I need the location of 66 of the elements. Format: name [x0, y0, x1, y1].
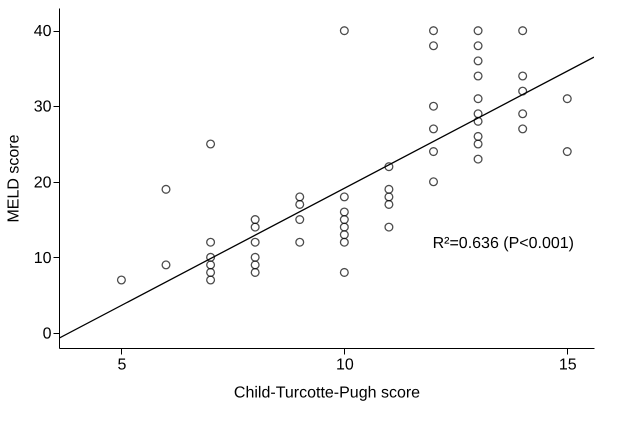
point	[518, 71, 528, 81]
y-tick-label: 10	[34, 250, 52, 267]
point	[340, 192, 349, 202]
point	[340, 207, 349, 217]
point	[161, 260, 171, 270]
point	[340, 230, 349, 240]
point	[384, 222, 394, 232]
point	[474, 94, 483, 104]
point	[518, 109, 528, 118]
point	[206, 275, 216, 285]
point	[474, 139, 483, 149]
point	[250, 260, 260, 270]
point	[250, 238, 260, 247]
point	[428, 177, 438, 186]
point	[250, 268, 260, 277]
y-axis-title: MELD score	[6, 134, 23, 223]
point	[250, 222, 260, 232]
point	[474, 109, 483, 118]
y-tick-label: 20	[34, 174, 52, 192]
point	[116, 275, 126, 285]
point	[562, 147, 572, 156]
point	[474, 116, 483, 126]
y-tick-label: 0	[42, 325, 52, 342]
point	[295, 192, 304, 202]
point	[384, 192, 394, 202]
point	[562, 94, 572, 104]
point	[474, 56, 483, 66]
annotation: R²=0.636 (P<0.001)	[432, 235, 574, 252]
point	[161, 184, 171, 194]
point	[340, 222, 349, 232]
x-tick-label: 10	[336, 356, 354, 374]
point	[428, 26, 438, 36]
point	[428, 41, 438, 50]
point	[474, 132, 483, 141]
point	[295, 200, 304, 209]
point	[340, 26, 349, 36]
point	[206, 268, 216, 277]
point	[518, 86, 528, 96]
point	[340, 238, 349, 247]
y-tick-label: 40	[34, 23, 52, 40]
point	[340, 268, 349, 277]
point	[474, 71, 483, 81]
point	[206, 238, 216, 247]
x-tick-label: 5	[117, 356, 126, 374]
x-axis-title: Child-Turcotte-Pugh score	[234, 384, 420, 402]
point	[428, 102, 438, 111]
point	[206, 252, 216, 262]
point	[474, 41, 483, 50]
point	[206, 260, 216, 270]
point	[384, 184, 394, 194]
point	[474, 154, 483, 164]
point	[295, 215, 304, 224]
point	[384, 200, 394, 209]
point	[518, 124, 528, 134]
point	[250, 215, 260, 224]
point	[384, 162, 394, 172]
y-tick-label: 30	[34, 98, 52, 116]
x-tick-label: 15	[558, 356, 577, 374]
point	[340, 215, 349, 224]
point	[250, 252, 260, 262]
point	[518, 26, 528, 36]
point	[206, 139, 216, 149]
point	[295, 238, 304, 247]
point	[428, 124, 438, 134]
point	[428, 147, 438, 156]
point	[474, 26, 483, 36]
